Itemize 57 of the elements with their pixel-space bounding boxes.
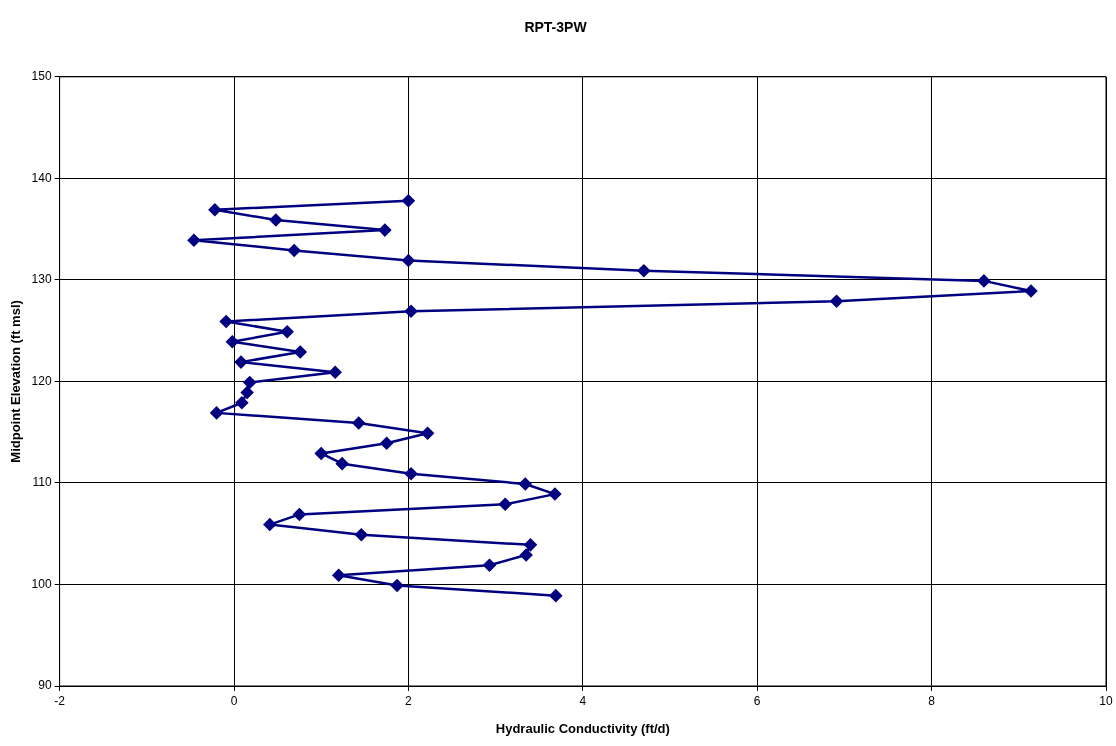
y-axis-title: Midpoint Elevation (ft msl) xyxy=(8,300,24,463)
point xyxy=(294,345,307,359)
x-tick-label: 8 xyxy=(928,693,936,708)
point xyxy=(402,194,415,207)
x-tick-label: 10 xyxy=(1099,693,1113,708)
point xyxy=(293,508,306,521)
x-tick-label: 4 xyxy=(579,693,587,708)
point xyxy=(549,589,563,602)
point xyxy=(235,396,249,409)
x-tick-label: 2 xyxy=(405,693,413,708)
point xyxy=(328,366,342,379)
x-tick-label: -2 xyxy=(54,693,66,708)
point xyxy=(483,558,496,572)
point xyxy=(977,274,991,288)
point xyxy=(1024,284,1038,298)
point xyxy=(355,528,368,541)
y-tick-label: 150 xyxy=(31,69,52,84)
y-tick-label: 130 xyxy=(31,272,52,287)
x-axis-title: Hydraulic Conductivity (ft/d) xyxy=(495,720,670,736)
point xyxy=(404,467,418,481)
y-tick-label: 110 xyxy=(32,475,52,490)
y-tick-label: 100 xyxy=(31,576,52,591)
point xyxy=(240,386,254,399)
point xyxy=(208,203,222,217)
point xyxy=(226,335,239,349)
point xyxy=(519,548,533,562)
point xyxy=(243,376,256,389)
point xyxy=(380,437,393,450)
x-tick-label: 6 xyxy=(753,693,761,708)
point xyxy=(390,579,404,592)
point xyxy=(519,477,532,491)
point xyxy=(421,426,434,440)
x-tick-label: 0 xyxy=(230,693,238,708)
point xyxy=(234,355,248,369)
point xyxy=(280,325,294,338)
point xyxy=(314,447,328,460)
point xyxy=(830,294,843,308)
point xyxy=(187,234,201,247)
point xyxy=(404,305,418,318)
chart-title: RPT-3PW xyxy=(524,19,588,36)
y-tick-label: 90 xyxy=(38,678,52,693)
point xyxy=(548,487,562,501)
point xyxy=(498,498,512,511)
point xyxy=(269,213,283,227)
point xyxy=(402,254,415,267)
y-tick-label: 140 xyxy=(31,170,52,185)
point xyxy=(332,569,345,582)
point xyxy=(210,406,223,420)
point xyxy=(637,264,651,277)
point xyxy=(378,223,392,237)
point xyxy=(524,538,537,552)
point xyxy=(352,416,365,430)
point xyxy=(335,457,349,470)
y-tick-label: 120 xyxy=(31,373,52,388)
point xyxy=(219,315,233,328)
point xyxy=(287,244,301,257)
point xyxy=(263,518,277,531)
